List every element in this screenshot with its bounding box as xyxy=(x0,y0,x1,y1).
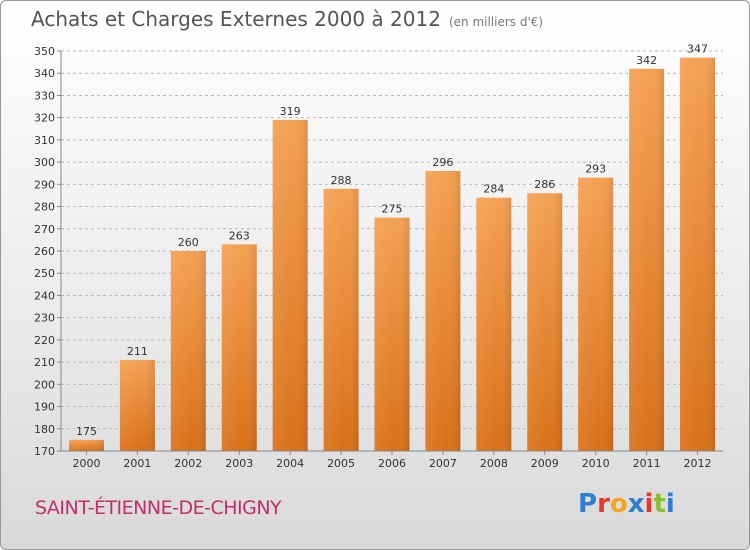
y-tick-label: 300 xyxy=(34,156,55,169)
logo-letter: i xyxy=(644,489,654,519)
bar-value-label: 263 xyxy=(229,229,250,242)
bar-value-label: 319 xyxy=(280,105,301,118)
x-tick-label: 2011 xyxy=(633,457,661,470)
y-tick-label: 280 xyxy=(34,201,55,214)
bar-value-label: 284 xyxy=(483,183,504,196)
bar-value-label: 286 xyxy=(534,178,555,191)
bar-shade xyxy=(680,57,716,452)
x-tick-label: 2006 xyxy=(378,457,406,470)
chart-subtitle: (en milliers d'€) xyxy=(448,15,544,29)
y-tick-label: 200 xyxy=(34,378,55,391)
logo-letter: x xyxy=(627,489,645,519)
logo-letter: r xyxy=(597,489,610,519)
chart-title: Achats et Charges Externes 2000 à 2012 (e… xyxy=(31,7,543,31)
y-tick-label: 320 xyxy=(34,112,55,125)
bar-shade xyxy=(170,251,206,451)
x-tick-label: 2009 xyxy=(531,457,559,470)
y-tick-label: 350 xyxy=(34,45,55,58)
bar-value-label: 288 xyxy=(331,174,352,187)
bar-shade xyxy=(374,217,410,451)
bar-value-label: 342 xyxy=(636,54,657,67)
bar-value-label: 211 xyxy=(127,345,148,358)
y-tick-label: 270 xyxy=(34,223,55,236)
proxiti-logo: Proxiti xyxy=(578,489,675,519)
y-tick-label: 240 xyxy=(34,289,55,302)
bar-shade xyxy=(578,177,614,451)
logo-letter: o xyxy=(609,489,628,519)
x-tick-label: 2008 xyxy=(480,457,508,470)
x-tick-label: 2005 xyxy=(327,457,355,470)
bars: 175 211 260 263 319 288 275 296 284 286 293 342 347 xyxy=(68,43,716,452)
y-tick-label: 260 xyxy=(34,245,55,258)
bar-shade xyxy=(629,68,665,452)
x-tick-label: 2012 xyxy=(684,457,712,470)
x-tick-label: 2000 xyxy=(72,457,100,470)
y-axis: 170 180 190 200 210 220 230 240 250 260 270 280 290 3… xyxy=(34,45,62,458)
logo-letter: t xyxy=(653,489,666,519)
x-tick-label: 2003 xyxy=(225,457,253,470)
y-tick-label: 210 xyxy=(34,356,55,369)
bar-shade xyxy=(119,359,155,451)
y-tick-label: 340 xyxy=(34,67,55,80)
bar-value-label: 296 xyxy=(432,156,453,169)
y-tick-label: 170 xyxy=(34,445,55,458)
bar-shade xyxy=(221,244,257,451)
x-tick-label: 2004 xyxy=(276,457,304,470)
town-name: SAINT-ÉTIENNE-DE-CHIGNY xyxy=(35,497,282,519)
bar-shade xyxy=(323,188,359,451)
y-tick-label: 180 xyxy=(34,423,55,436)
y-tick-label: 330 xyxy=(34,89,55,102)
x-tick-label: 2010 xyxy=(582,457,610,470)
bar-value-label: 175 xyxy=(76,425,97,438)
x-tick-label: 2001 xyxy=(123,457,151,470)
bar-shade xyxy=(527,193,563,451)
bar-value-label: 275 xyxy=(382,203,403,216)
x-axis: 2000 2001 2002 2003 2004 2005 2006 2007 2008 2009… xyxy=(61,450,723,470)
bar-value-label: 293 xyxy=(585,163,606,176)
y-tick-label: 310 xyxy=(34,134,55,147)
y-tick-label: 220 xyxy=(34,334,55,347)
bar-shade xyxy=(272,119,308,451)
y-tick-label: 250 xyxy=(34,267,55,280)
y-tick-label: 230 xyxy=(34,312,55,325)
bar-shade xyxy=(476,197,512,451)
y-tick-label: 190 xyxy=(34,401,55,414)
bar-shade xyxy=(68,439,104,451)
x-tick-label: 2002 xyxy=(174,457,202,470)
logo-letter: P xyxy=(578,489,598,519)
bar-value-label: 347 xyxy=(687,43,708,56)
x-tick-label: 2007 xyxy=(429,457,457,470)
bar-shade xyxy=(425,171,461,451)
y-tick-label: 290 xyxy=(34,178,55,191)
bar-value-label: 260 xyxy=(178,236,199,249)
logo-letter: i xyxy=(665,489,675,519)
chart-title-text: Achats et Charges Externes 2000 à 2012 xyxy=(31,7,441,31)
